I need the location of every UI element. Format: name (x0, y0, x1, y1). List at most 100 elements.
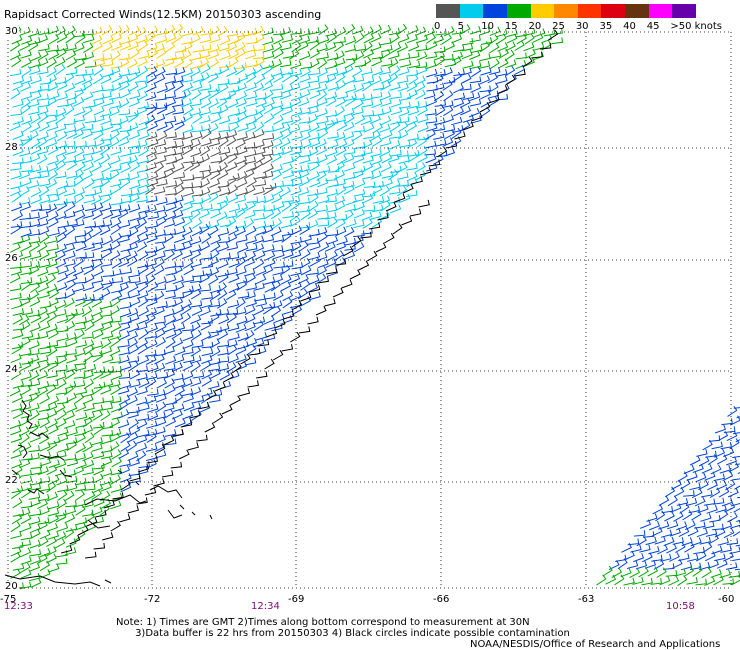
wind-barb (361, 93, 373, 102)
wind-barb (288, 196, 301, 205)
wind-barb (263, 276, 276, 285)
wind-barb (156, 121, 168, 131)
wind-barb (180, 241, 192, 251)
wind-barb (126, 250, 138, 261)
wind-barb (216, 298, 228, 309)
wind-barb (462, 60, 474, 69)
wind-barb (164, 261, 177, 269)
wind-barb (64, 288, 76, 299)
wind-barb (19, 433, 30, 445)
wind-barb (227, 299, 240, 308)
wind-barb (208, 274, 219, 286)
wind-barb (127, 395, 138, 406)
wind-barb (66, 337, 78, 347)
wind-barb (28, 420, 41, 429)
wind-barb (228, 273, 240, 284)
wind-barb (172, 107, 184, 115)
wind-barb (147, 48, 159, 59)
wind-barb (210, 326, 222, 334)
wind-barb (237, 159, 248, 171)
wind-barb (372, 122, 383, 134)
wind-barb (363, 123, 375, 133)
wind-barb (189, 410, 201, 419)
wind-barb (371, 67, 384, 76)
wind-barb (101, 59, 114, 67)
wind-barb (443, 90, 454, 102)
wind-barb (21, 241, 32, 252)
wind-barb (65, 538, 77, 548)
wind-barb (417, 146, 428, 157)
wind-barb (145, 274, 156, 286)
wind-barb (164, 429, 177, 437)
wind-barb (235, 323, 247, 333)
wind-barb (19, 197, 31, 206)
wind-barb (28, 40, 39, 52)
wind-barb (92, 351, 104, 363)
wind-barb (721, 418, 733, 426)
wind-barb (344, 84, 357, 93)
wind-barb (129, 91, 141, 100)
wind-barb (228, 49, 239, 60)
wind-barb (735, 439, 740, 443)
wind-barb (163, 219, 176, 228)
wind-barb (92, 516, 105, 525)
wind-barb (39, 457, 52, 467)
wind-barb (136, 81, 148, 92)
wind-barb (218, 200, 229, 212)
wind-barb (165, 314, 177, 326)
wind-barb (551, 28, 563, 35)
wind-barb (192, 74, 205, 83)
wind-barb (128, 270, 140, 278)
wind-barb (290, 216, 301, 227)
wind-barb (56, 226, 68, 238)
wind-barb (299, 28, 311, 38)
wind-barb (654, 535, 666, 545)
wind-barb (209, 178, 221, 188)
wind-barb (181, 41, 193, 52)
wind-barb (730, 520, 740, 529)
wind-barb (730, 415, 740, 426)
wind-barb (335, 97, 346, 108)
wind-barb (316, 97, 328, 107)
wind-barb (443, 124, 456, 133)
wind-barb (21, 35, 33, 45)
wind-barb (101, 457, 113, 467)
wind-barb (397, 179, 409, 187)
wind-barb (289, 273, 301, 284)
wind-barb (409, 208, 422, 217)
wind-barb (371, 155, 383, 166)
wind-barb (271, 58, 283, 69)
wind-barb (317, 220, 330, 227)
wind-barb (666, 543, 677, 554)
wind-barb (55, 171, 67, 179)
wind-barb (343, 226, 355, 238)
wind-barb (92, 209, 103, 220)
wind-barb (21, 357, 34, 365)
wind-barb (218, 125, 231, 133)
wind-barb (199, 165, 211, 173)
wind-barb (253, 64, 264, 75)
wind-barb (100, 346, 113, 356)
wind-barb (702, 439, 713, 451)
wind-barb (326, 229, 339, 237)
wind-barb (731, 478, 740, 481)
wind-barb (146, 62, 159, 70)
wind-barb (64, 453, 77, 461)
wind-barb (272, 114, 284, 125)
wind-barb (226, 42, 238, 52)
wind-barb (290, 268, 302, 277)
wind-barb (279, 90, 292, 100)
wind-barb (696, 448, 708, 457)
wind-barb (199, 35, 212, 44)
wind-barb (262, 81, 274, 91)
wind-barb (379, 146, 391, 157)
wind-barb (20, 380, 33, 388)
wind-barb (236, 276, 248, 285)
wind-barb (119, 428, 132, 437)
wind-barb (46, 536, 57, 547)
wind-barb (74, 297, 86, 307)
wind-barb (46, 323, 58, 333)
wind-barb (273, 122, 285, 132)
wind-barb (727, 512, 738, 523)
wind-barb (245, 235, 257, 244)
